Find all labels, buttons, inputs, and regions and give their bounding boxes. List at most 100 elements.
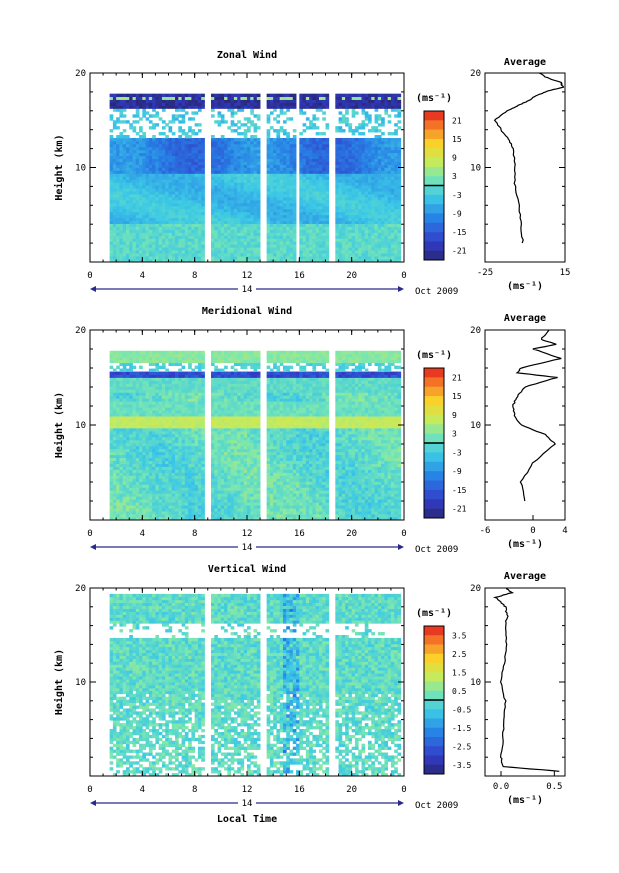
heatmap-cell bbox=[374, 140, 379, 145]
heatmap-cell bbox=[155, 235, 160, 239]
heatmap-cell bbox=[397, 176, 402, 180]
heatmap-cell bbox=[109, 238, 114, 242]
heatmap-cell bbox=[364, 250, 369, 254]
heatmap-cell bbox=[237, 226, 241, 230]
heatmap-cell bbox=[197, 241, 202, 245]
heatmap-cell bbox=[142, 253, 146, 257]
heatmap-cell bbox=[230, 244, 235, 248]
heatmap-cell bbox=[175, 108, 179, 112]
heatmap-cell bbox=[368, 114, 372, 118]
heatmap-cell bbox=[194, 214, 199, 219]
heatmap-cell bbox=[371, 93, 375, 98]
heatmap-cell bbox=[299, 217, 303, 222]
heatmap-cell bbox=[129, 350, 133, 355]
heatmap-cell bbox=[315, 188, 320, 192]
heatmap-cell bbox=[322, 250, 326, 254]
heatmap-cell bbox=[374, 244, 379, 248]
heatmap-cell bbox=[286, 202, 290, 207]
heatmap-cell bbox=[217, 170, 222, 174]
heatmap-cell bbox=[279, 146, 284, 151]
heatmap-cell bbox=[279, 223, 284, 227]
heatmap-cell bbox=[145, 374, 150, 378]
heatmap-cell bbox=[292, 179, 297, 183]
heatmap-cell bbox=[109, 457, 114, 462]
heatmap-cell bbox=[135, 377, 140, 381]
heatmap-cell bbox=[394, 102, 398, 106]
heatmap-cell bbox=[132, 214, 137, 219]
heatmap-cell bbox=[211, 205, 215, 210]
heatmap-cell bbox=[276, 164, 281, 168]
average-y-tick-label: 20 bbox=[470, 69, 481, 79]
heatmap-cell bbox=[132, 410, 137, 414]
heatmap-cell bbox=[217, 238, 222, 242]
heatmap-cell bbox=[292, 191, 297, 195]
heatmap-cell bbox=[289, 211, 294, 216]
heatmap-cell bbox=[152, 214, 156, 219]
heatmap-cell bbox=[250, 188, 254, 192]
heatmap-cell bbox=[233, 102, 238, 106]
heatmap-cell bbox=[348, 256, 353, 260]
heatmap-cell bbox=[233, 170, 238, 174]
heatmap-cell bbox=[132, 105, 137, 109]
heatmap-cell bbox=[214, 102, 218, 106]
heatmap-cell bbox=[220, 149, 225, 154]
heatmap-cell bbox=[155, 223, 160, 227]
heatmap-cell bbox=[109, 377, 114, 381]
heatmap-cell bbox=[276, 197, 281, 201]
heatmap-cell bbox=[312, 149, 317, 154]
heatmap-cell bbox=[230, 188, 235, 192]
heatmap-cell bbox=[135, 120, 140, 124]
heatmap-cell bbox=[112, 123, 117, 127]
heatmap-cell bbox=[132, 404, 137, 408]
heatmap-cell bbox=[354, 256, 359, 260]
heatmap-cell bbox=[191, 158, 196, 162]
heatmap-cell bbox=[142, 517, 146, 521]
heatmap-cell bbox=[155, 238, 160, 242]
heatmap-cell bbox=[139, 377, 143, 381]
heatmap-cell bbox=[171, 241, 176, 245]
heatmap-cell bbox=[325, 253, 330, 257]
heatmap-cell bbox=[178, 185, 182, 189]
heatmap-cell bbox=[305, 229, 310, 233]
heatmap-cell bbox=[397, 217, 402, 222]
heatmap-cell bbox=[338, 129, 343, 133]
heatmap-cell bbox=[145, 359, 150, 364]
heatmap-cell bbox=[165, 229, 169, 233]
heatmap-cell bbox=[312, 205, 317, 210]
heatmap-cell bbox=[188, 235, 192, 239]
heatmap-cell bbox=[312, 208, 317, 213]
heatmap-cell bbox=[361, 102, 366, 106]
heatmap-cell bbox=[377, 232, 382, 236]
heatmap-cell bbox=[145, 469, 150, 473]
heatmap-cell bbox=[374, 202, 379, 207]
heatmap-cell bbox=[305, 199, 310, 204]
heatmap-cell bbox=[341, 256, 346, 260]
heatmap-cell bbox=[302, 238, 307, 242]
heatmap-cell bbox=[240, 176, 245, 180]
heatmap-cell bbox=[217, 229, 222, 233]
heatmap-cell bbox=[348, 259, 353, 263]
heatmap-cell bbox=[243, 176, 248, 180]
heatmap-cell bbox=[132, 395, 137, 399]
heatmap-cell bbox=[217, 197, 222, 201]
heatmap-cell bbox=[178, 99, 182, 103]
heatmap-cell bbox=[122, 253, 127, 257]
heatmap-cell bbox=[125, 359, 130, 364]
heatmap-cell bbox=[299, 202, 303, 207]
heatmap-cell bbox=[240, 197, 245, 201]
heatmap-cell bbox=[374, 194, 379, 198]
heatmap-cell bbox=[201, 259, 205, 263]
heatmap-cell bbox=[132, 238, 137, 242]
heatmap-cell bbox=[233, 253, 238, 257]
heatmap-cell bbox=[338, 158, 343, 162]
heatmap-cell bbox=[145, 232, 150, 236]
heatmap-cell bbox=[358, 123, 362, 127]
heatmap-cell bbox=[188, 214, 192, 219]
heatmap-cell bbox=[135, 205, 140, 210]
heatmap-cell bbox=[125, 425, 130, 429]
heatmap-cell bbox=[250, 208, 254, 213]
heatmap-cell bbox=[292, 247, 297, 251]
heatmap-cell bbox=[220, 253, 225, 257]
heatmap-cell bbox=[377, 235, 382, 239]
heatmap-cell bbox=[139, 202, 143, 207]
